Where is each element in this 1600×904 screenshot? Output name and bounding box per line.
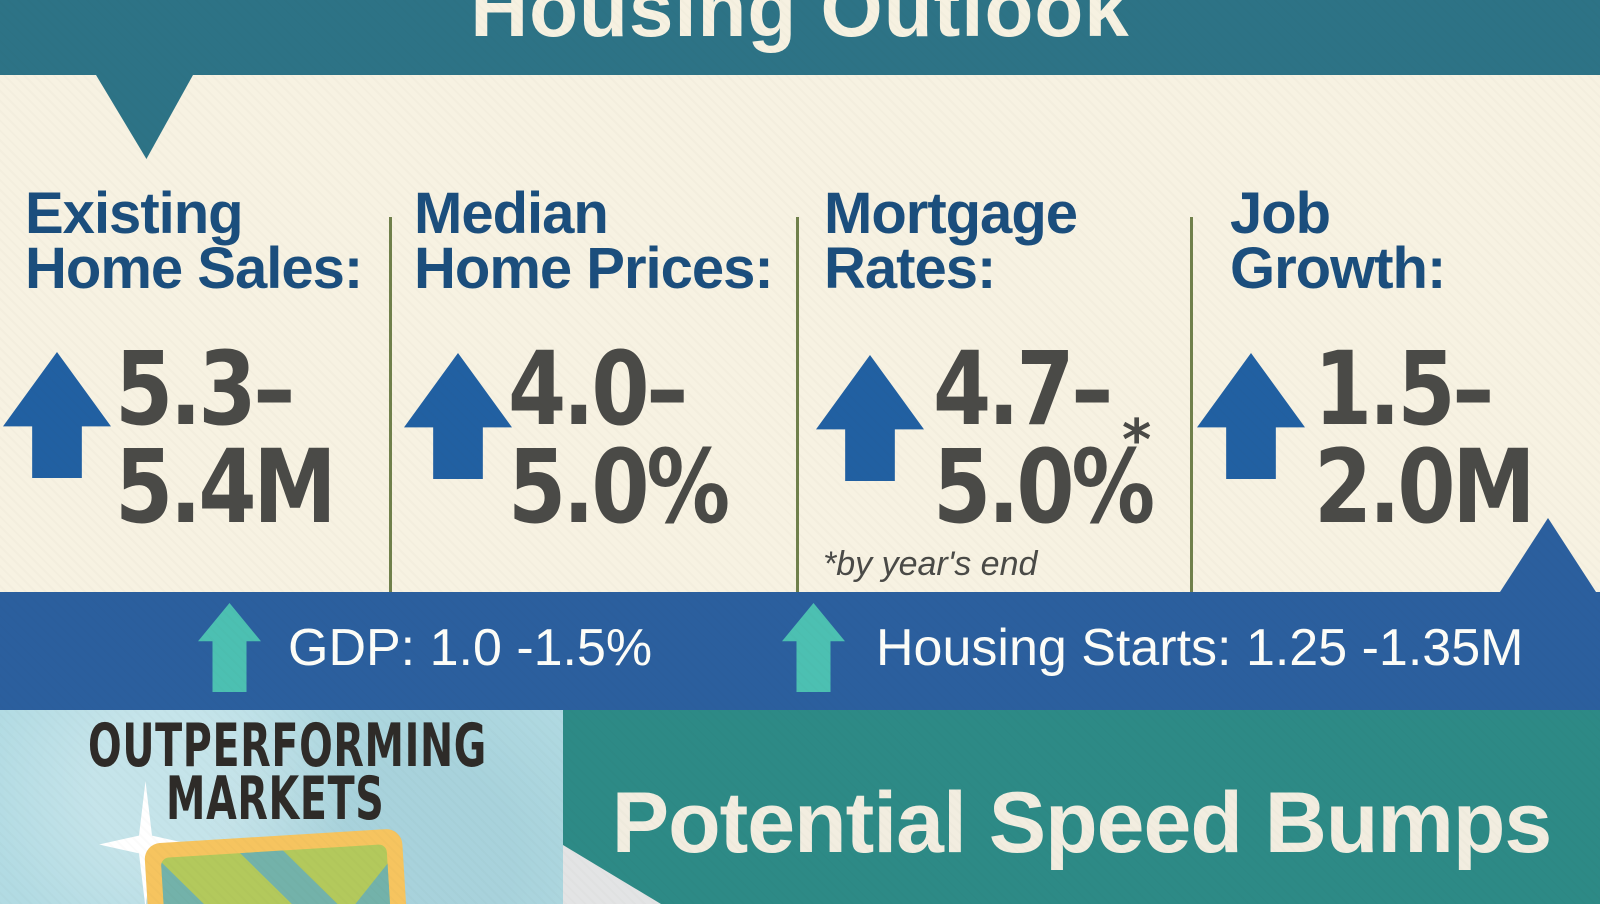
column-divider	[1190, 217, 1193, 592]
stat-label-line1: Existing	[25, 181, 244, 246]
asterisk-mark: *	[1122, 408, 1152, 473]
stat-value-line1: 5.3–	[115, 330, 295, 449]
stat-label-line2: Home Sales:	[25, 236, 363, 301]
stat-label-line1: Job	[1230, 181, 1331, 246]
stat-label: Mortgage Rates:	[824, 181, 1078, 301]
stat-label-line1: Median	[414, 181, 609, 246]
stat-value-line1: 1.5–	[1314, 330, 1494, 449]
column-divider	[389, 217, 392, 592]
stat-value-line2: 2.0M	[1314, 428, 1536, 547]
stat-value-line2: 5.4M	[115, 428, 337, 547]
speed-bumps-title: Potential Speed Bumps	[611, 775, 1553, 871]
outperforming-markets-title-line1: OUTPERFORMING	[88, 711, 487, 781]
up-arrow-icon	[1197, 353, 1305, 479]
stat-footnote: *by year's end	[823, 545, 1038, 583]
up-arrow-icon	[404, 353, 512, 479]
stat-value-line1: 4.7–	[933, 330, 1113, 449]
stat-value-line2: 5.0%	[933, 428, 1155, 547]
stat-label-line2: Growth:	[1230, 236, 1446, 301]
column-divider	[796, 217, 799, 592]
up-arrow-icon	[3, 352, 111, 478]
stat-label: Existing Home Sales:	[25, 181, 363, 301]
stat-label: Job Growth:	[1230, 181, 1446, 301]
stat-label-line1: Mortgage	[824, 181, 1078, 246]
stat-label-line2: Home Prices:	[414, 236, 774, 301]
header-banner	[0, 0, 1600, 75]
page-title: Housing Outlook	[470, 0, 1130, 53]
banner-pointer-triangle	[96, 75, 193, 159]
housing-starts-stat: Housing Starts: 1.25 -1.35M	[876, 619, 1524, 677]
stat-label: Median Home Prices:	[414, 181, 774, 301]
stat-value-line1: 4.0–	[508, 330, 688, 449]
stat-label-line2: Rates:	[824, 236, 996, 301]
map-area	[160, 844, 393, 904]
stat-value-line2: 5.0%	[508, 428, 730, 547]
up-arrow-icon	[816, 355, 924, 481]
speed-bumps-panel	[563, 710, 1600, 904]
outperforming-markets-title-line2: MARKETS	[166, 764, 385, 834]
gdp-stat: GDP: 1.0 -1.5%	[288, 619, 653, 677]
